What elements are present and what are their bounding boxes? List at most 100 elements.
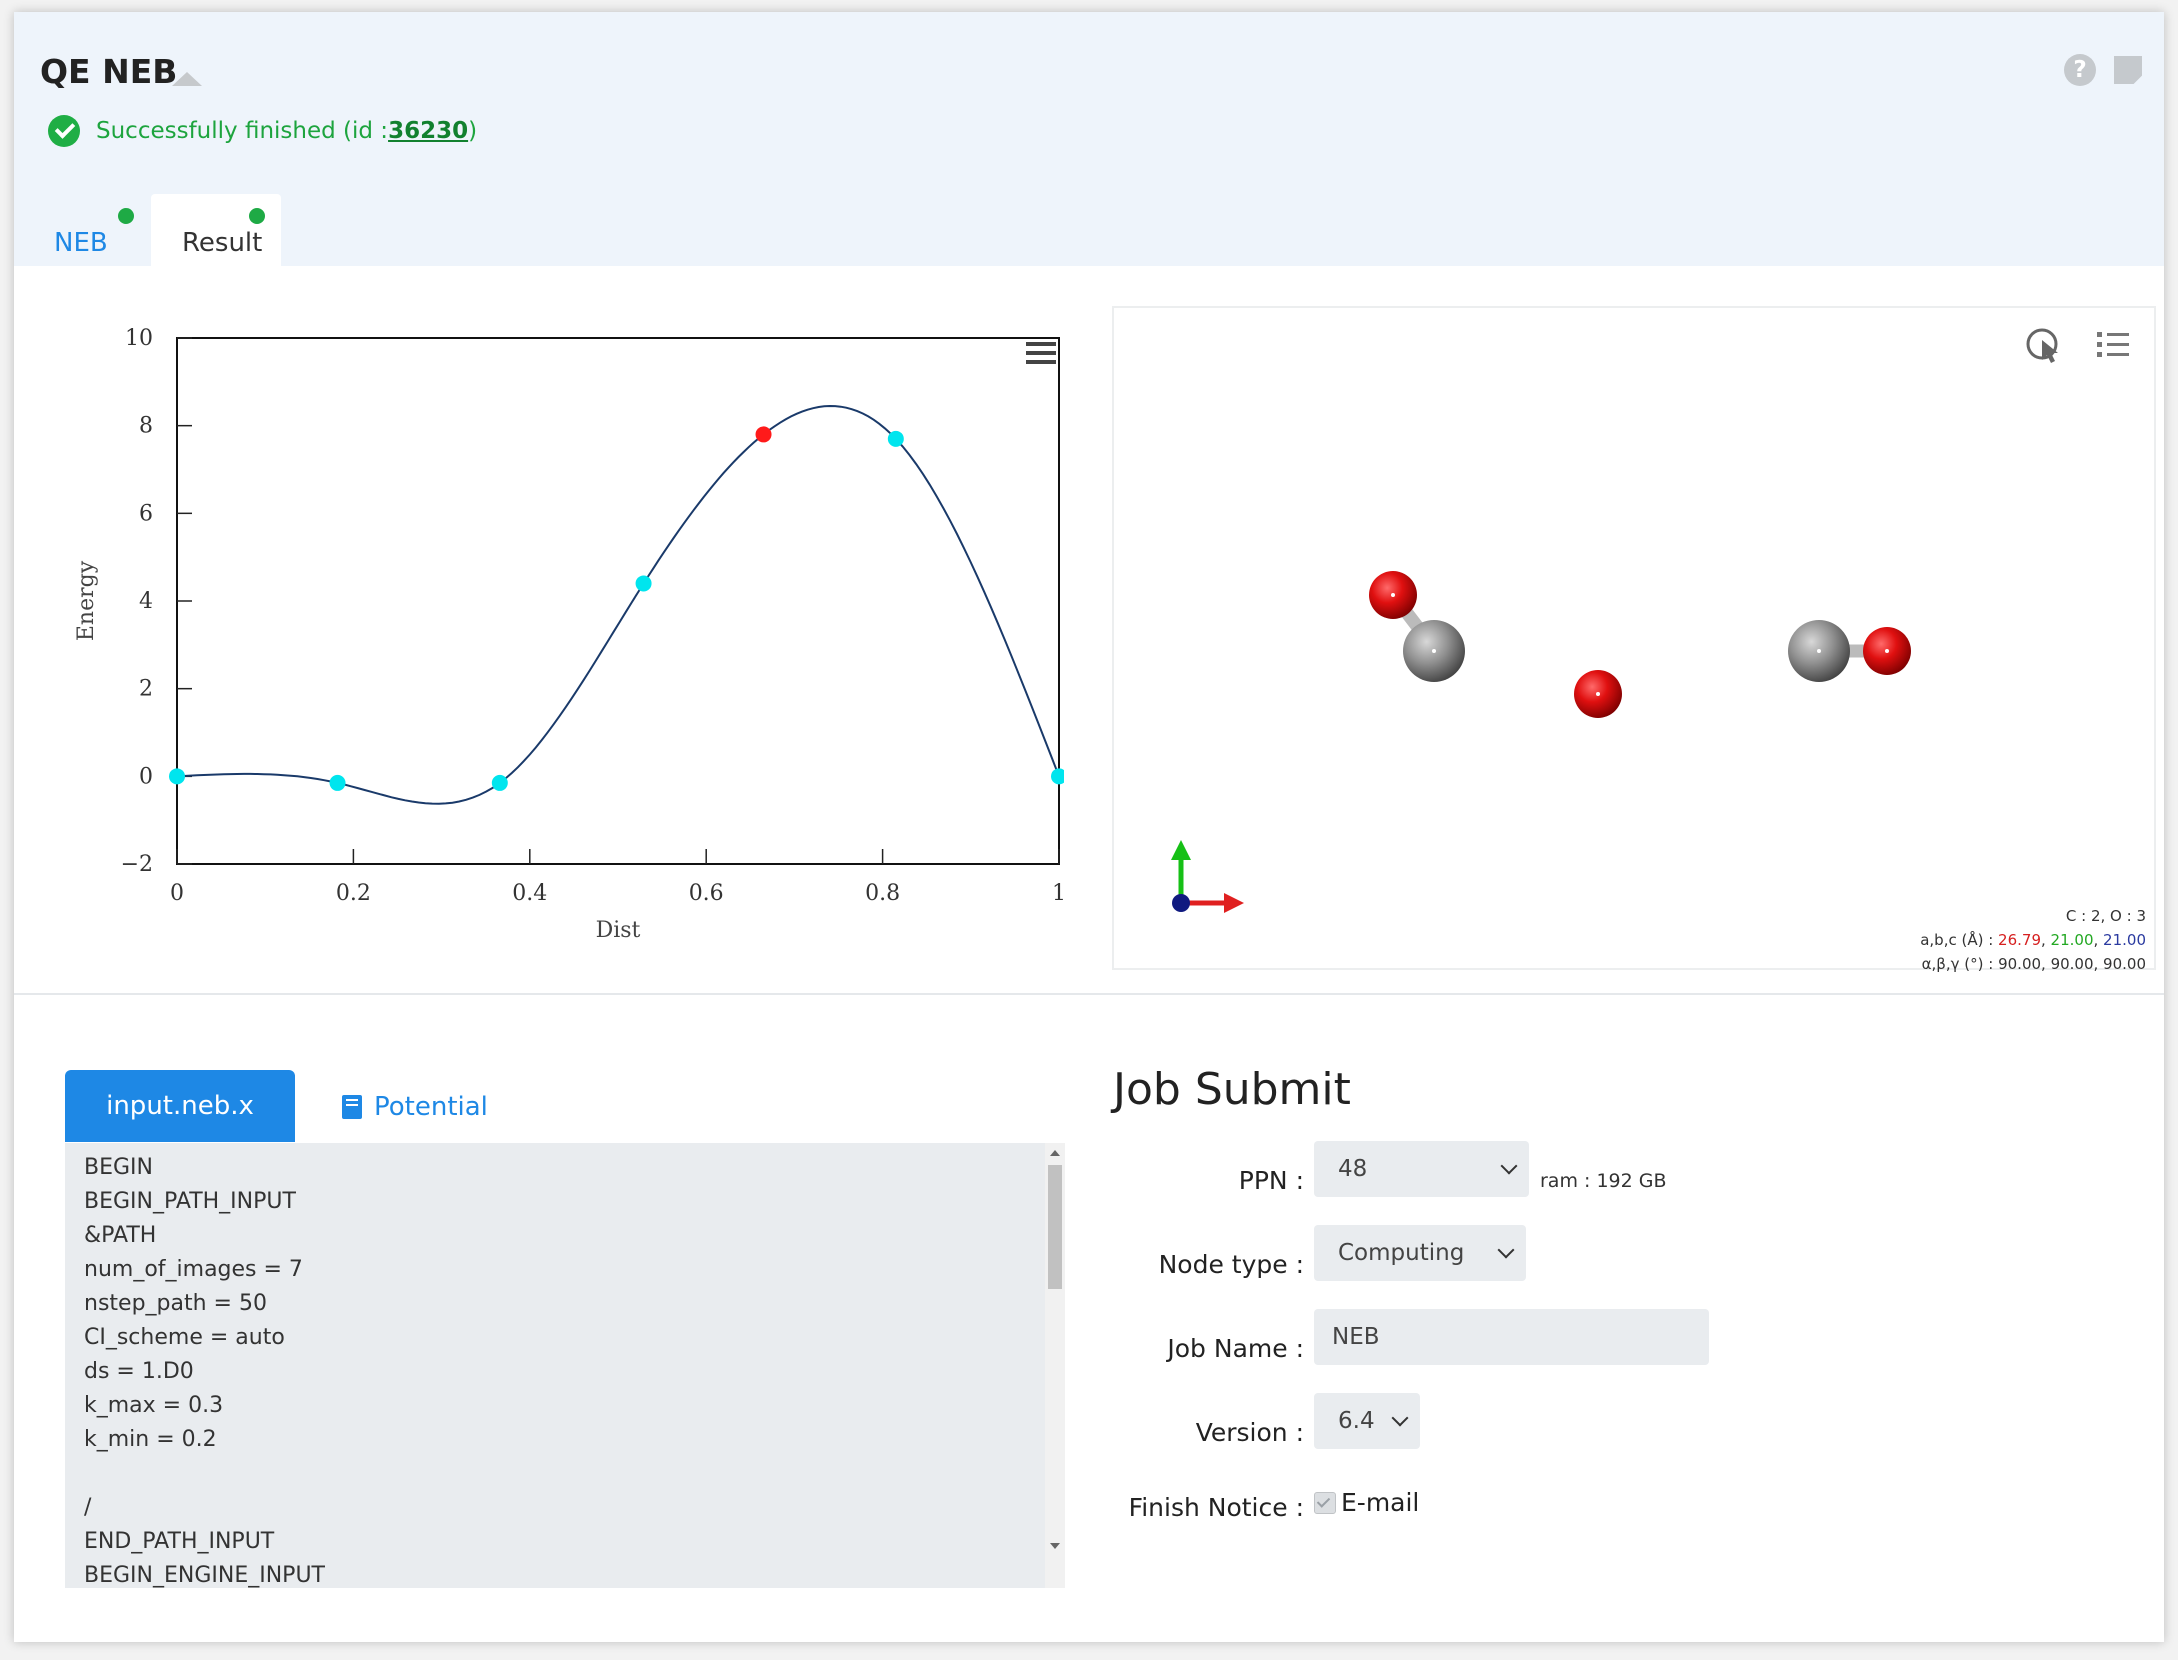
y-tick-label: 10	[125, 326, 153, 351]
pointer-select-icon[interactable]	[2026, 328, 2058, 363]
email-checkbox[interactable]	[1314, 1492, 1336, 1514]
code-line: BEGIN	[84, 1155, 153, 1180]
book-icon	[342, 1095, 362, 1119]
email-option-label: E-mail	[1341, 1488, 1420, 1517]
code-line: nstep_path = 50	[84, 1291, 267, 1316]
scroll-up-icon[interactable]	[1050, 1150, 1060, 1156]
section-divider	[14, 993, 2164, 995]
plot-frame	[176, 337, 1060, 865]
x-axis-label: Dist	[596, 918, 641, 943]
cell-a: 26.79	[1998, 931, 2041, 949]
ppn-label: PPN :	[1238, 1166, 1304, 1195]
version-value: 6.4	[1338, 1408, 1375, 1434]
x-tick-label: 0.8	[865, 881, 900, 906]
y-axis-label: Energy	[74, 560, 99, 641]
version-select[interactable]: 6.4	[1314, 1393, 1420, 1449]
collapse-icon[interactable]	[172, 72, 202, 86]
image-point[interactable]	[329, 774, 346, 791]
code-line: END_PATH_INPUT	[84, 1529, 275, 1554]
job-submit-title: Job Submit	[1113, 1064, 1351, 1115]
cell-lengths: a,b,c (Å) : 26.79, 21.00, 21.00	[1920, 931, 2146, 949]
tab-input-file[interactable]: input.neb.x	[65, 1070, 295, 1142]
job-name-label: Job Name :	[1167, 1334, 1304, 1363]
code-line: ds = 1.D0	[84, 1359, 194, 1384]
code-line: k_max = 0.3	[84, 1393, 224, 1418]
molecule-co-right	[1788, 620, 1911, 682]
tab-result-status-dot	[249, 208, 265, 224]
code-line: num_of_images = 7	[84, 1257, 303, 1282]
list-icon[interactable]	[2097, 332, 2129, 357]
note-icon[interactable]	[2114, 56, 2142, 84]
scrollbar-thumb[interactable]	[1048, 1165, 1062, 1289]
y-tick-label: −2	[121, 852, 153, 877]
oxygen-atom-free	[1574, 670, 1622, 718]
node-type-label: Node type :	[1158, 1250, 1304, 1279]
image-point[interactable]	[755, 426, 772, 443]
help-icon[interactable]: ?	[2064, 54, 2096, 86]
tab-result-label: Result	[182, 228, 263, 258]
x-tick-label: 0	[170, 881, 184, 906]
cell-info: C : 2, O : 3 a,b,c (Å) : 26.79, 21.00, 2…	[1920, 904, 2146, 976]
chevron-down-icon	[1391, 1409, 1409, 1427]
header-icons: ?	[2064, 54, 2142, 86]
tab-potential-label: Potential	[374, 1092, 488, 1122]
neb-card: QE NEB ? Successfully finished (id : 362…	[14, 12, 2164, 1642]
check-circle-icon	[48, 115, 80, 147]
cell-angles: α,β,γ (°) : 90.00, 90.00, 90.00	[1921, 955, 2146, 973]
tab-neb-status-dot	[118, 208, 134, 224]
energy-chart: −2 0 2 4 6 8 10 0 0.2 0.4 0.6 0.8 1 Dist Energy	[74, 326, 1064, 943]
scroll-down-icon[interactable]	[1050, 1543, 1060, 1549]
cell-b: 21.00	[2050, 931, 2094, 949]
ram-info: ram : 192 GB	[1540, 1170, 1667, 1192]
job-name-value: NEB	[1332, 1324, 1380, 1350]
image-point[interactable]	[1051, 768, 1064, 785]
cell-c: 21.00	[2103, 931, 2146, 949]
code-line: BEGIN_PATH_INPUT	[84, 1189, 296, 1214]
status-message: Successfully finished (id : 36230)	[48, 115, 477, 147]
y-tick-label: 6	[139, 501, 153, 526]
page-title: QE NEB	[40, 52, 178, 91]
chevron-down-icon	[1497, 1241, 1515, 1259]
image-point[interactable]	[169, 768, 185, 785]
node-type-select[interactable]: Computing	[1314, 1225, 1526, 1281]
input-editor[interactable]: BEGIN BEGIN_PATH_INPUT &PATH num_of_imag…	[65, 1143, 1065, 1588]
y-tick-label: 8	[139, 414, 153, 439]
ppn-value: 48	[1338, 1156, 1368, 1182]
x-tick-label: 1	[1052, 881, 1064, 906]
image-point[interactable]	[887, 430, 904, 447]
structure-canvas	[1171, 328, 2129, 913]
chevron-down-icon	[1500, 1157, 1518, 1175]
x-tick-label: 0.2	[336, 881, 371, 906]
code-line: BEGIN_ENGINE_INPUT	[84, 1563, 325, 1588]
axes-icon	[1171, 840, 1244, 913]
hamburger-menu-icon[interactable]	[1026, 342, 1056, 364]
structure-viewer[interactable]: C : 2, O : 3 a,b,c (Å) : 26.79, 21.00, 2…	[1112, 306, 2156, 973]
cell-lengths-label: a,b,c (Å) :	[1920, 931, 1999, 949]
composition-text: C : 2, O : 3	[2065, 907, 2146, 925]
y-tick-label: 2	[139, 677, 153, 702]
node-type-value: Computing	[1338, 1240, 1465, 1266]
y-tick-label: 4	[139, 589, 153, 614]
tab-result[interactable]: Result	[151, 194, 281, 266]
job-name-input[interactable]: NEB	[1314, 1309, 1709, 1365]
code-line: CI_scheme = auto	[84, 1325, 285, 1350]
ppn-select[interactable]: 48	[1314, 1141, 1529, 1197]
image-point[interactable]	[635, 575, 652, 592]
job-id-link[interactable]: 36230	[388, 118, 469, 144]
x-tick-label: 0.4	[512, 881, 547, 906]
y-tick-label: 0	[139, 764, 153, 789]
tab-neb-label: NEB	[54, 228, 108, 258]
version-label: Version :	[1195, 1418, 1304, 1447]
code-line: /	[84, 1495, 92, 1520]
editor-scrollbar[interactable]	[1045, 1143, 1065, 1588]
chart-plot: −2 0 2 4 6 8 10 0 0.2 0.4 0.6 0.8 1 Dist Energy	[74, 326, 1064, 943]
code-line: k_min = 0.2	[84, 1427, 217, 1452]
x-tick-label: 0.6	[689, 881, 724, 906]
tab-potential[interactable]: Potential	[342, 1092, 488, 1122]
status-prefix: Successfully finished (id :	[96, 118, 389, 144]
finish-notice-label: Finish Notice :	[1128, 1493, 1304, 1522]
image-point[interactable]	[491, 774, 508, 791]
tab-neb[interactable]: NEB	[54, 228, 108, 258]
code-line: &PATH	[84, 1223, 157, 1248]
status-suffix: )	[468, 118, 478, 144]
